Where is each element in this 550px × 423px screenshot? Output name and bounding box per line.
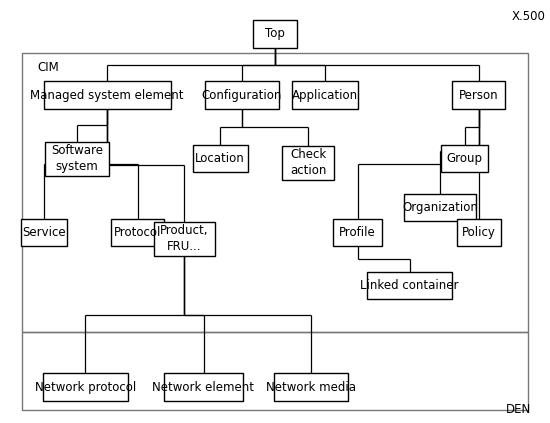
Text: Network media: Network media: [266, 381, 356, 393]
Text: Network protocol: Network protocol: [35, 381, 136, 393]
Bar: [441, 145, 488, 173]
Text: Service: Service: [22, 226, 66, 239]
Bar: [22, 332, 528, 410]
Text: Profile: Profile: [339, 226, 376, 239]
Text: Linked container: Linked container: [360, 279, 459, 292]
Bar: [333, 219, 382, 246]
Text: Organization: Organization: [402, 201, 478, 214]
Bar: [111, 219, 164, 246]
Bar: [452, 81, 505, 109]
Bar: [44, 81, 170, 109]
Text: CIM: CIM: [37, 61, 59, 74]
Bar: [192, 145, 248, 173]
Text: Product,
FRU...: Product, FRU...: [160, 225, 208, 253]
Text: Protocol: Protocol: [114, 226, 161, 239]
Bar: [22, 53, 528, 332]
Bar: [456, 219, 501, 246]
Text: Policy: Policy: [461, 226, 496, 239]
Text: Check
action: Check action: [290, 148, 326, 177]
Bar: [205, 81, 279, 109]
Bar: [404, 194, 476, 221]
Bar: [282, 146, 334, 180]
Bar: [164, 373, 243, 401]
Bar: [43, 373, 128, 401]
Bar: [21, 219, 67, 246]
Text: Application: Application: [292, 89, 358, 102]
Bar: [154, 222, 215, 256]
Text: Software
system: Software system: [51, 144, 103, 173]
Text: Top: Top: [265, 27, 285, 40]
Bar: [46, 142, 109, 176]
Bar: [273, 373, 348, 401]
Text: Group: Group: [447, 152, 483, 165]
Bar: [367, 272, 452, 299]
Bar: [292, 81, 358, 109]
Text: Person: Person: [459, 89, 498, 102]
Text: Configuration: Configuration: [202, 89, 282, 102]
Text: X.500: X.500: [512, 11, 546, 23]
Text: Network element: Network element: [152, 381, 255, 393]
Bar: [253, 20, 297, 48]
Text: DEN: DEN: [506, 403, 531, 416]
Text: Managed system element: Managed system element: [30, 89, 184, 102]
Text: Location: Location: [195, 152, 245, 165]
